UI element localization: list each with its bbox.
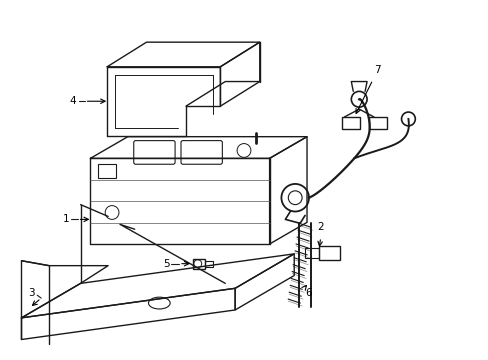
Text: 6: 6 [305,288,312,298]
Text: 4: 4 [69,96,76,106]
Bar [342,117,360,129]
Bar [204,261,212,267]
Bar [192,259,204,269]
Bar [368,117,386,129]
Text: 3: 3 [28,288,35,298]
Bar [305,248,318,258]
Text: 7: 7 [374,65,381,75]
Text: 1: 1 [62,215,69,224]
Text: 2: 2 [317,222,324,232]
Bar [98,164,116,178]
Bar [318,246,340,260]
Text: 5: 5 [163,259,169,269]
